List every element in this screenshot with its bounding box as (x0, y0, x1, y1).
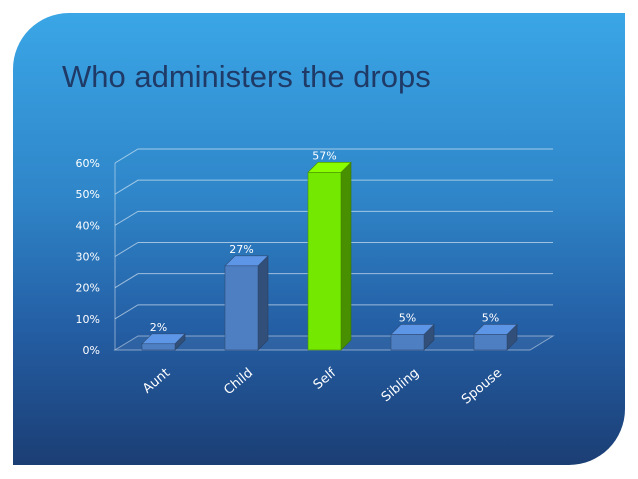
bar-front (390, 334, 425, 351)
x-tick-label: Aunt (140, 366, 173, 397)
data-label: 5% (482, 311, 499, 324)
gridline (114, 273, 553, 289)
bar (141, 333, 186, 351)
y-tick-label: 0% (83, 344, 100, 357)
bar-front (307, 172, 342, 351)
bar (307, 161, 352, 351)
x-tick-label: Sibling (379, 366, 422, 406)
gridline (114, 179, 553, 195)
gridline (114, 148, 553, 164)
y-tick-label: 60% (76, 157, 100, 170)
y-tick-label: 40% (76, 219, 100, 232)
bar-front (224, 265, 259, 351)
gridline (114, 242, 553, 257)
x-tick-label: Child (221, 366, 256, 399)
bar-front (473, 334, 508, 351)
y-tick-label: 20% (76, 282, 100, 295)
gridline (114, 304, 553, 320)
slide-title: Who administers the drops (62, 59, 431, 94)
data-labels: 2% 27% 57% 5% 5% (150, 149, 499, 333)
y-tick-label: 50% (76, 188, 100, 201)
y-axis-ticks: 0% 10% 20% 30% 40% 50% 60% (76, 157, 100, 357)
bar-side (340, 161, 352, 351)
data-label: 57% (312, 149, 336, 162)
bar-side (257, 255, 269, 351)
gridline (114, 210, 553, 226)
y-tick-label: 10% (76, 313, 100, 326)
bar (473, 323, 518, 351)
data-label: 2% (150, 321, 167, 334)
x-axis-labels: Aunt Child Self Sibling Spouse (140, 365, 505, 407)
bar-front (141, 343, 176, 351)
data-label: 27% (229, 243, 253, 256)
bars (141, 161, 518, 351)
x-tick-label: Self (311, 365, 340, 392)
y-tick-label: 30% (76, 251, 100, 264)
x-tick-label: Spouse (459, 366, 505, 408)
bar (390, 323, 435, 351)
data-label: 5% (399, 311, 416, 324)
bar (224, 255, 269, 351)
